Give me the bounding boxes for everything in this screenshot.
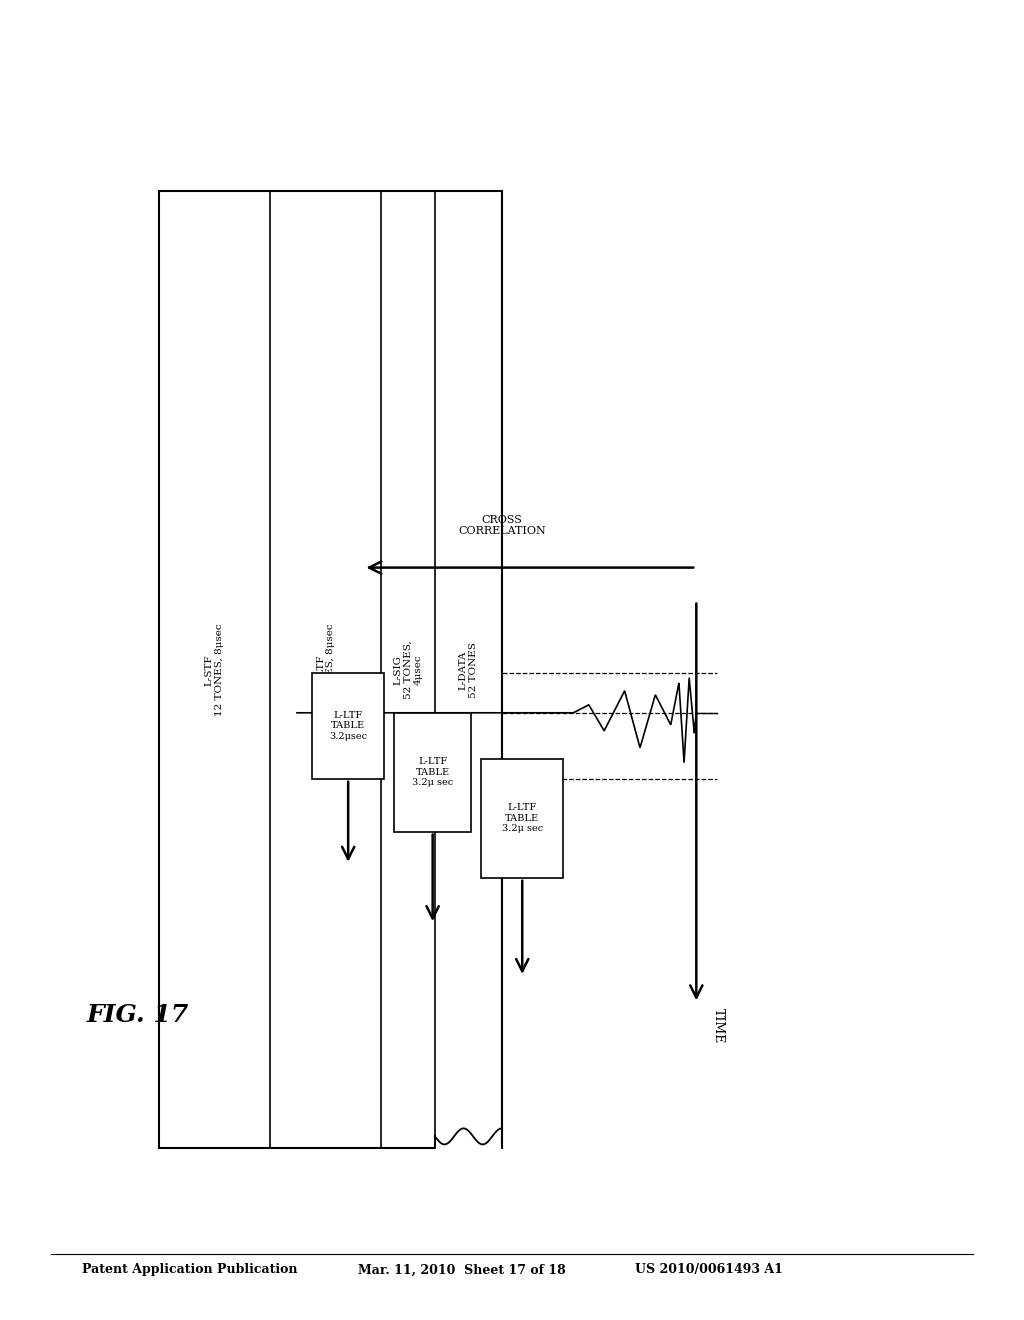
Bar bbox=[481, 759, 563, 878]
Text: Patent Application Publication: Patent Application Publication bbox=[82, 1263, 297, 1276]
Text: TIME: TIME bbox=[712, 1008, 725, 1044]
Text: L-SIG
52 TONES,
4μsec: L-SIG 52 TONES, 4μsec bbox=[393, 640, 423, 700]
Text: L-LTF
TABLE
3.2μ sec: L-LTF TABLE 3.2μ sec bbox=[412, 758, 454, 787]
Bar bbox=[312, 673, 384, 779]
Bar bbox=[435, 1146, 502, 1196]
Text: L-LTF
52 TONES, 8μsec: L-LTF 52 TONES, 8μsec bbox=[316, 623, 336, 717]
Text: CROSS
CORRELATION: CROSS CORRELATION bbox=[458, 515, 546, 536]
Text: L-LTF
TABLE
3.2μsec: L-LTF TABLE 3.2μsec bbox=[329, 711, 368, 741]
Bar bbox=[394, 713, 471, 832]
Text: L-DATA
52 TONES: L-DATA 52 TONES bbox=[459, 642, 478, 698]
Text: L-LTF
TABLE
3.2μ sec: L-LTF TABLE 3.2μ sec bbox=[502, 804, 543, 833]
Bar bbox=[159, 191, 502, 1148]
Text: US 2010/0061493 A1: US 2010/0061493 A1 bbox=[635, 1263, 782, 1276]
Text: Mar. 11, 2010  Sheet 17 of 18: Mar. 11, 2010 Sheet 17 of 18 bbox=[358, 1263, 566, 1276]
Text: FIG. 17: FIG. 17 bbox=[87, 1003, 189, 1027]
Text: L-STF
12 TONES, 8μsec: L-STF 12 TONES, 8μsec bbox=[205, 623, 224, 717]
